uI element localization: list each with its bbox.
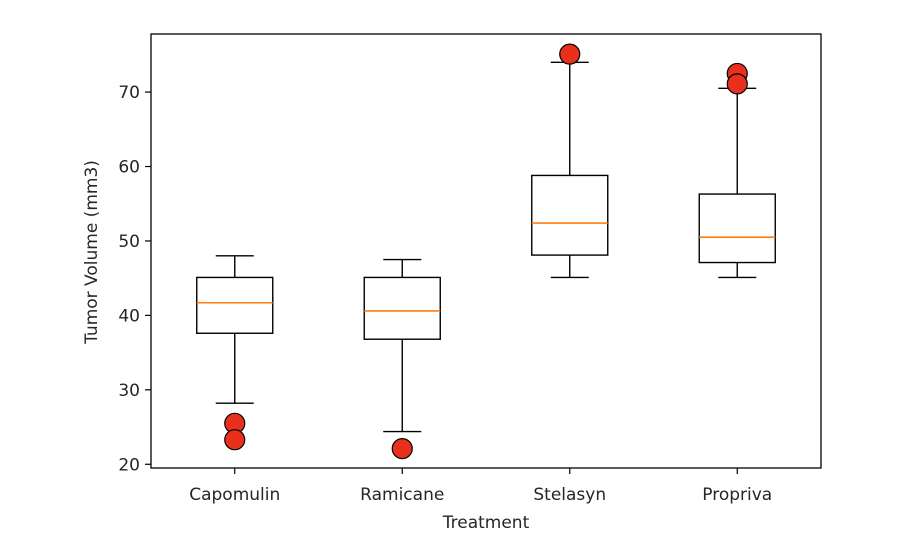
box-capomulin [196,255,274,451]
iqr-box [698,193,776,264]
x-tick-label: Capomulin [189,485,280,505]
outlier-point [559,43,581,65]
x-tick-label: Ramicane [360,485,444,505]
x-axis-label: Treatment [442,513,530,533]
plot-area [150,33,822,469]
outlier-point [726,73,748,95]
y-axis-label: Tumor Volume (mm3) [82,160,102,345]
y-tick-label: 20 [118,455,140,475]
box-ramicane [363,258,441,460]
iqr-box [531,174,609,256]
box-stelasyn [531,43,609,279]
x-tick-label: Stelasyn [533,485,606,505]
iqr-box [196,276,274,334]
y-tick-label: 60 [118,158,140,178]
box-propriva [698,62,776,279]
outlier-point [224,429,246,451]
outlier-point [391,438,413,460]
y-tick-label: 50 [118,232,140,252]
y-tick-label: 30 [118,381,140,401]
y-tick-label: 40 [118,306,140,326]
iqr-box [363,276,441,340]
y-tick-label: 70 [118,83,140,103]
x-tick-label: Propriva [702,485,772,505]
